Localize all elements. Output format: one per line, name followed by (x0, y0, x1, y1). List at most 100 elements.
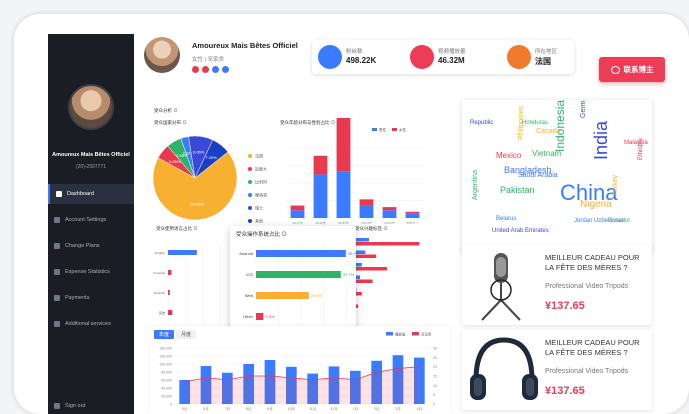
engagement-line (184, 366, 420, 382)
os-bar (256, 271, 341, 278)
pie-slice-label: 66.06% (190, 201, 204, 206)
contact-blogger-button[interactable]: 联系博主 (599, 57, 665, 82)
x-tick-label: 13-17岁 (292, 220, 303, 225)
panel-title: 受众兴趣标签 ⊙ (355, 226, 388, 231)
wordcloud-word: United Arab Emirates (492, 228, 549, 234)
sidebar-item-expense-statistics[interactable]: Expense Statistics (48, 262, 134, 282)
pie-slice-label: 7.09% (205, 155, 217, 160)
legend-marker (248, 154, 252, 158)
category-label: 其他 (159, 310, 165, 315)
legend-label: 其他 (255, 218, 263, 224)
product-subtitle: Professional Video Tripods (545, 368, 629, 375)
legend-label: 播放量 (395, 332, 406, 337)
pie-slice-label: 5.55% (176, 153, 188, 158)
language-panel: 受众使用语言占比 ⊙ 0%20%40%60%80%EnglishFrançais… (150, 224, 245, 334)
y-tick-label: 60,000 (161, 379, 172, 383)
tab-yearly[interactable]: 年度 (154, 330, 175, 339)
value-label: 37.7% (343, 272, 355, 277)
product-card[interactable]: MEILLEUR CADEAU POUR LA FÊTE DES MÈRES ?… (462, 330, 652, 410)
category-label: Other (243, 314, 254, 319)
bar-female (351, 254, 377, 258)
views-bar (200, 366, 212, 404)
youtube-icon[interactable] (202, 66, 209, 73)
wordcloud-word: Saudi Arabia (518, 172, 558, 179)
card-icon (54, 295, 60, 301)
product-card[interactable]: MEILLEUR CADEAU POUR LA FÊTE DES MÈRES ?… (462, 245, 652, 325)
wordcloud-word: Argentina (472, 170, 479, 200)
wordcloud-word: Honduras (522, 120, 549, 126)
bar-female (313, 155, 328, 175)
category-label: iOS (246, 272, 253, 277)
bar-male (351, 238, 369, 242)
value-label: 3.3% (265, 314, 275, 319)
legend-label: 互动率 (421, 332, 432, 337)
sidebar-item-account-settings[interactable]: Account Settings (48, 210, 134, 230)
x-tick-label: 18-24岁 (315, 220, 326, 225)
tab-monthly[interactable]: 月度 (176, 330, 197, 339)
wordcloud-word: Bangladesh (504, 165, 552, 175)
wordcloud-word: Vietnam (532, 149, 562, 158)
product-subtitle: Professional Video Tripods (545, 283, 629, 290)
sidebar-item-payments[interactable]: Payments (48, 288, 134, 308)
bar-female (290, 205, 305, 211)
sidebar-signout[interactable]: Sign out (48, 396, 134, 414)
x-tick-label: 55岁以上 (406, 220, 418, 225)
signout-label: Sign out (65, 403, 86, 409)
profile-category: 女性 | 宠家类 (192, 57, 224, 63)
wordcloud-word: Turkey (612, 174, 619, 196)
bar-female (359, 199, 374, 206)
x-tick-label: 5月 (182, 406, 187, 411)
dashboard-icon (56, 191, 62, 197)
category-label: Français (153, 271, 165, 275)
legend-label: 瑞士 (255, 205, 263, 211)
wordcloud-word: Ecuador (608, 218, 631, 224)
weibo-icon[interactable] (192, 66, 199, 73)
sidebar-item-additional-services[interactable]: Additional services (48, 314, 134, 334)
wordcloud-word: Pakistan (500, 185, 535, 195)
legend-label: 摩洛哥 (255, 192, 267, 198)
views-bar (371, 360, 382, 404)
x-tick-label: 9月 (267, 406, 272, 411)
legend-marker (248, 193, 252, 197)
stats-bar: 粉丝数 498.22K 视频播放量 46.32M 所在地区 法国 (312, 40, 574, 74)
profile-avatar[interactable] (144, 37, 180, 73)
wordcloud-word: Canada (536, 128, 561, 135)
facebook-icon[interactable] (222, 66, 229, 73)
pie-slice-label: 5.55% (169, 159, 181, 164)
panel-title: 受众操作系统占比 ⊙ (236, 232, 288, 238)
legend-marker (386, 332, 393, 336)
pie-slice-label: 9.06% (193, 150, 205, 155)
signout-icon (54, 403, 60, 409)
wordcloud-word: Republic (470, 120, 494, 126)
sidebar-avatar[interactable] (68, 84, 114, 130)
y-tick-label: 120,000 (159, 355, 172, 359)
os-bar (256, 250, 346, 257)
trend-panel: 年度 月度 0 20,000 40,000 60,000 80,000 100,000 12… (150, 326, 450, 414)
sidebar-item-dashboard[interactable]: Dashboard (48, 184, 134, 204)
legend-label: 女性 (399, 127, 407, 132)
os-bar-chart: 0%10%20%30%40%Android39.9%iOS37.7%Web23.… (239, 244, 356, 338)
twitter-icon[interactable] (212, 66, 219, 73)
x-tick-label: 11月 (309, 406, 316, 411)
views-bar (328, 366, 340, 404)
user-icon (318, 45, 342, 69)
x-tick-label: 1月 (353, 406, 358, 411)
y2-tick-label: 20 (433, 365, 437, 369)
os-bar (256, 292, 309, 299)
legend-marker (412, 332, 419, 336)
profile-name: Amoureux Mais Bêtes Officiel (192, 41, 298, 50)
x-tick-label: 2月 (374, 406, 379, 411)
x-tick-label: 45-54岁 (384, 220, 395, 225)
country-wordcloud: China India Indonesia Nigeria Bangladesh Paki… (462, 100, 652, 252)
y-tick-label: 140,000 (159, 347, 172, 351)
x-tick-label: 6月 (203, 406, 208, 411)
y2-tick-label: 0 (433, 403, 435, 407)
legend-label: 比利时 (255, 179, 267, 185)
app-window: Amoureux Mais Bêtes Officiel (20)-250777… (14, 14, 689, 414)
stat-value: 法国 (535, 57, 551, 66)
pie-slice (152, 151, 238, 221)
sidebar-item-change-plans[interactable]: Change Plans (48, 236, 134, 256)
wordcloud-word: India (591, 120, 611, 160)
bar-male (351, 263, 362, 267)
x-tick-label: 3月 (395, 406, 400, 411)
